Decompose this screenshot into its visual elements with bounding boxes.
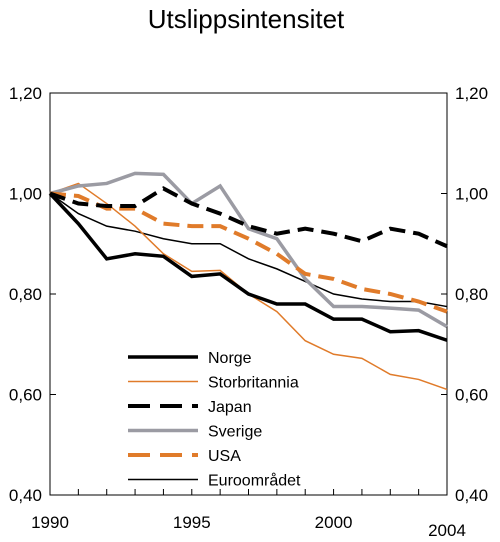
y-tick-label-right: 0,40 xyxy=(455,486,488,505)
x-tick-label: 1995 xyxy=(173,513,211,532)
x-tick-label: 2000 xyxy=(315,513,353,532)
y-tick-label-left: 0,80 xyxy=(9,285,42,304)
y-tick-label-left: 0,60 xyxy=(9,386,42,405)
left-y-axis: 0,40 0,60 0,80 1,00 1,20 xyxy=(9,84,56,505)
series-line-sverige xyxy=(49,171,448,329)
y-tick-label-right: 1,00 xyxy=(455,185,488,204)
legend: Norge Storbritannia Japan Sverige USA Euroomr… xyxy=(128,350,301,490)
legend-label: Euroområdet xyxy=(208,472,301,490)
legend-label: Norge xyxy=(208,350,252,367)
y-tick-label-right: 0,60 xyxy=(455,386,488,405)
y-tick-label-left: 1,00 xyxy=(9,185,42,204)
y-tick-label-right: 0,80 xyxy=(455,285,488,304)
series-line-japan xyxy=(49,186,448,249)
legend-label: Japan xyxy=(208,399,252,416)
x-tick-label: 1990 xyxy=(31,513,69,532)
legend-label: USA xyxy=(208,448,241,465)
plot-area-frame xyxy=(49,92,448,496)
legend-label: Sverige xyxy=(208,424,262,441)
series-line-euroomr-det xyxy=(49,192,448,308)
series-line-usa xyxy=(49,191,448,314)
y-tick-label-left: 0,40 xyxy=(9,486,42,505)
legend-label: Storbritannia xyxy=(208,375,299,392)
x-axis: 1990 1995 2000 2004 xyxy=(31,489,466,540)
right-y-axis: 0,40 0,60 0,80 1,00 1,20 xyxy=(441,84,488,505)
series-line-norge xyxy=(48,192,448,342)
y-tick-label-right: 1,20 xyxy=(455,84,488,103)
chart-title: Utslippsintensitet xyxy=(148,4,345,34)
x-tick-label: 2004 xyxy=(428,521,466,540)
series-layer xyxy=(48,171,448,391)
y-tick-label-left: 1,20 xyxy=(9,84,42,103)
